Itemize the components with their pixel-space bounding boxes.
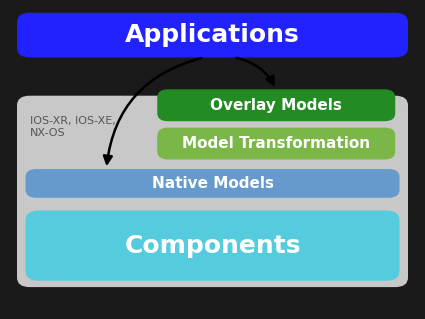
FancyBboxPatch shape [17, 96, 408, 287]
Text: Components: Components [124, 234, 301, 258]
Text: Native Models: Native Models [151, 176, 274, 191]
Text: Overlay Models: Overlay Models [210, 98, 342, 113]
Text: Model Transformation: Model Transformation [182, 136, 370, 151]
Text: IOS-XR, IOS-XE,
NX-OS: IOS-XR, IOS-XE, NX-OS [30, 116, 116, 138]
FancyBboxPatch shape [26, 211, 399, 281]
FancyBboxPatch shape [17, 13, 408, 57]
FancyBboxPatch shape [157, 89, 395, 121]
Text: Applications: Applications [125, 23, 300, 47]
FancyBboxPatch shape [26, 169, 399, 198]
FancyBboxPatch shape [157, 128, 395, 160]
